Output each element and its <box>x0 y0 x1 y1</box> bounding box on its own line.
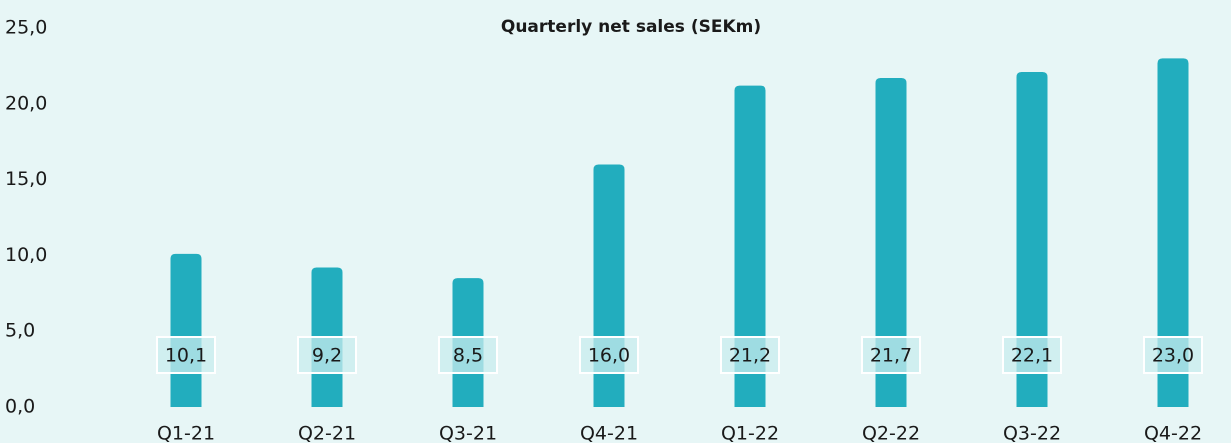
y-tick-label: 20,0 <box>5 92 47 114</box>
y-tick-label: 5,0 <box>5 320 35 342</box>
value-label: 10,1 <box>165 345 207 367</box>
bar <box>734 85 766 407</box>
value-label: 21,7 <box>870 345 912 367</box>
value-label-box <box>156 336 216 374</box>
value-label: 22,1 <box>1011 345 1053 367</box>
value-label-box <box>297 336 357 374</box>
x-tick-label: Q3-21 <box>439 423 497 443</box>
y-tick-label: 15,0 <box>5 168 47 190</box>
value-label-box <box>720 336 780 374</box>
value-label: 16,0 <box>588 345 630 367</box>
y-tick-label: 25,0 <box>5 17 47 39</box>
bar <box>1016 71 1048 408</box>
bar <box>170 253 202 407</box>
x-tick-label: Q1-22 <box>721 423 779 443</box>
value-label-box <box>1143 336 1203 374</box>
value-label-box <box>861 336 921 374</box>
bar <box>1157 58 1189 407</box>
value-label: 21,2 <box>729 345 771 367</box>
value-label: 9,2 <box>312 345 342 367</box>
value-label-box <box>438 336 498 374</box>
x-tick-label: Q4-22 <box>1144 423 1202 443</box>
y-tick-label: 0,0 <box>5 396 35 418</box>
chart-title: Quarterly net sales (SEKm) <box>501 17 761 37</box>
x-tick-label: Q2-22 <box>862 423 920 443</box>
value-label-box <box>1002 336 1062 374</box>
bar <box>875 78 907 407</box>
x-tick-label: Q3-22 <box>1003 423 1061 443</box>
x-tick-label: Q1-21 <box>157 423 215 443</box>
value-label: 8,5 <box>453 345 483 367</box>
value-label-box <box>579 336 639 374</box>
y-tick-label: 10,0 <box>5 244 47 266</box>
x-tick-label: Q4-21 <box>580 423 638 443</box>
value-label: 23,0 <box>1152 345 1194 367</box>
x-tick-label: Q2-21 <box>298 423 356 443</box>
